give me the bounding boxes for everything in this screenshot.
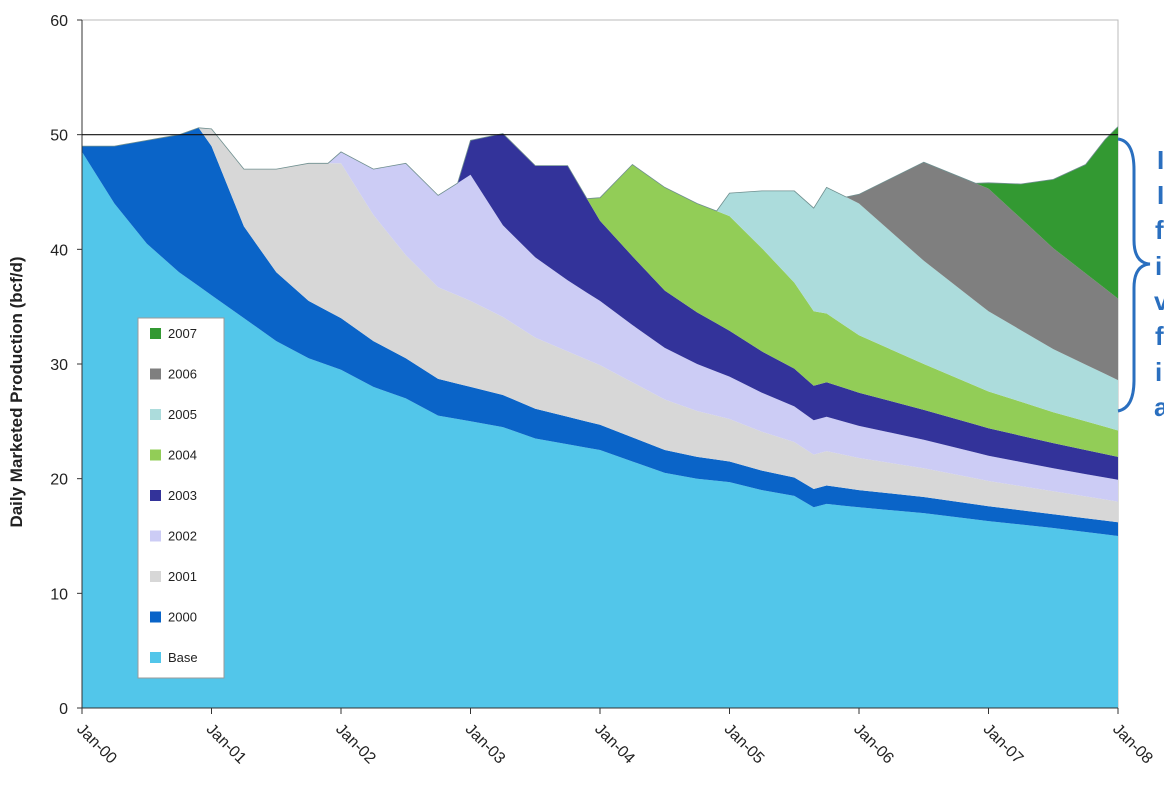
side-text-glyph: a <box>1154 392 1164 422</box>
legend-swatch-2006 <box>150 368 161 380</box>
area-series-2003 <box>457 133 1119 480</box>
y-tick-label: 60 <box>50 13 68 30</box>
y-tick-labels: 0 10 20 30 40 50 60 <box>50 13 68 718</box>
side-text-glyph: f <box>1155 321 1164 351</box>
area-series-2001 <box>198 127 1119 523</box>
x-tick-label: Jan-04 <box>591 721 638 768</box>
legend-label-2004: 2004 <box>168 448 197 463</box>
legend-swatch-2005 <box>150 409 161 420</box>
legend-swatch-2003 <box>150 490 161 501</box>
x-tick-labels: Jan-00 Jan-01 Jan-02 Jan-03 Jan-04 Jan-05 Jan-… <box>73 721 1156 768</box>
legend-label-2005: 2005 <box>168 407 197 422</box>
legend: 2007 2006 2005 2004 2003 2002 2001 2000 Base <box>137 317 225 679</box>
x-tick-label: Jan-02 <box>332 721 379 768</box>
y-tick-label: 50 <box>50 128 68 145</box>
legend-swatch-2000 <box>150 611 161 623</box>
legend-items: 2007 2006 2005 2004 2003 2002 2001 2000 Base <box>150 326 198 665</box>
side-text-glyph: v <box>1154 286 1164 316</box>
side-text-fragments: I I f i v f i a <box>1154 145 1164 422</box>
y-tick-label: 20 <box>50 472 68 489</box>
y-tick-label: 10 <box>50 586 68 603</box>
legend-label-2003: 2003 <box>168 488 197 503</box>
area-series-2000 <box>82 127 1118 537</box>
x-tick-label: Jan-01 <box>203 721 250 768</box>
x-tick-label: Jan-07 <box>980 721 1027 768</box>
y-tick-label: 40 <box>50 242 68 259</box>
x-tick-label: Jan-08 <box>1109 721 1156 768</box>
legend-swatch-2007 <box>150 328 161 339</box>
y-axis-title: Daily Marketed Production (bcf/d) <box>7 256 26 527</box>
legend-swatch-2002 <box>150 530 161 542</box>
side-text-glyph: i <box>1155 251 1162 281</box>
y-tick-label: 0 <box>59 701 68 718</box>
curly-brace <box>1117 137 1151 413</box>
legend-swatch-base <box>150 652 161 663</box>
legend-label-2001: 2001 <box>168 569 197 584</box>
side-text-glyph: I <box>1157 180 1164 210</box>
legend-label-2000: 2000 <box>168 610 197 625</box>
x-tick-label: Jan-00 <box>73 721 120 768</box>
area-series-2002 <box>328 151 1118 502</box>
legend-label-2006: 2006 <box>168 367 197 382</box>
side-text-glyph: f <box>1155 215 1164 245</box>
legend-label-2007: 2007 <box>168 326 197 341</box>
area-series-2006 <box>846 162 1118 381</box>
area-series-base <box>82 151 1118 708</box>
legend-swatch-2001 <box>150 571 161 582</box>
area-series-2005 <box>716 187 1118 431</box>
area-series-2004 <box>587 164 1118 457</box>
total-outline <box>82 126 1119 212</box>
legend-swatch-2004 <box>150 449 161 461</box>
legend-label-2002: 2002 <box>168 529 197 544</box>
area-series-group <box>82 126 1119 708</box>
area-series-2007 <box>975 126 1118 299</box>
side-text-glyph: I <box>1157 145 1164 175</box>
x-tick-label: Jan-05 <box>721 721 768 768</box>
y-tick-label: 30 <box>50 357 68 374</box>
x-tick-label: Jan-03 <box>462 721 509 768</box>
side-text-glyph: i <box>1155 357 1162 387</box>
x-tick-label: Jan-06 <box>850 721 897 768</box>
legend-label-base: Base <box>168 650 198 665</box>
